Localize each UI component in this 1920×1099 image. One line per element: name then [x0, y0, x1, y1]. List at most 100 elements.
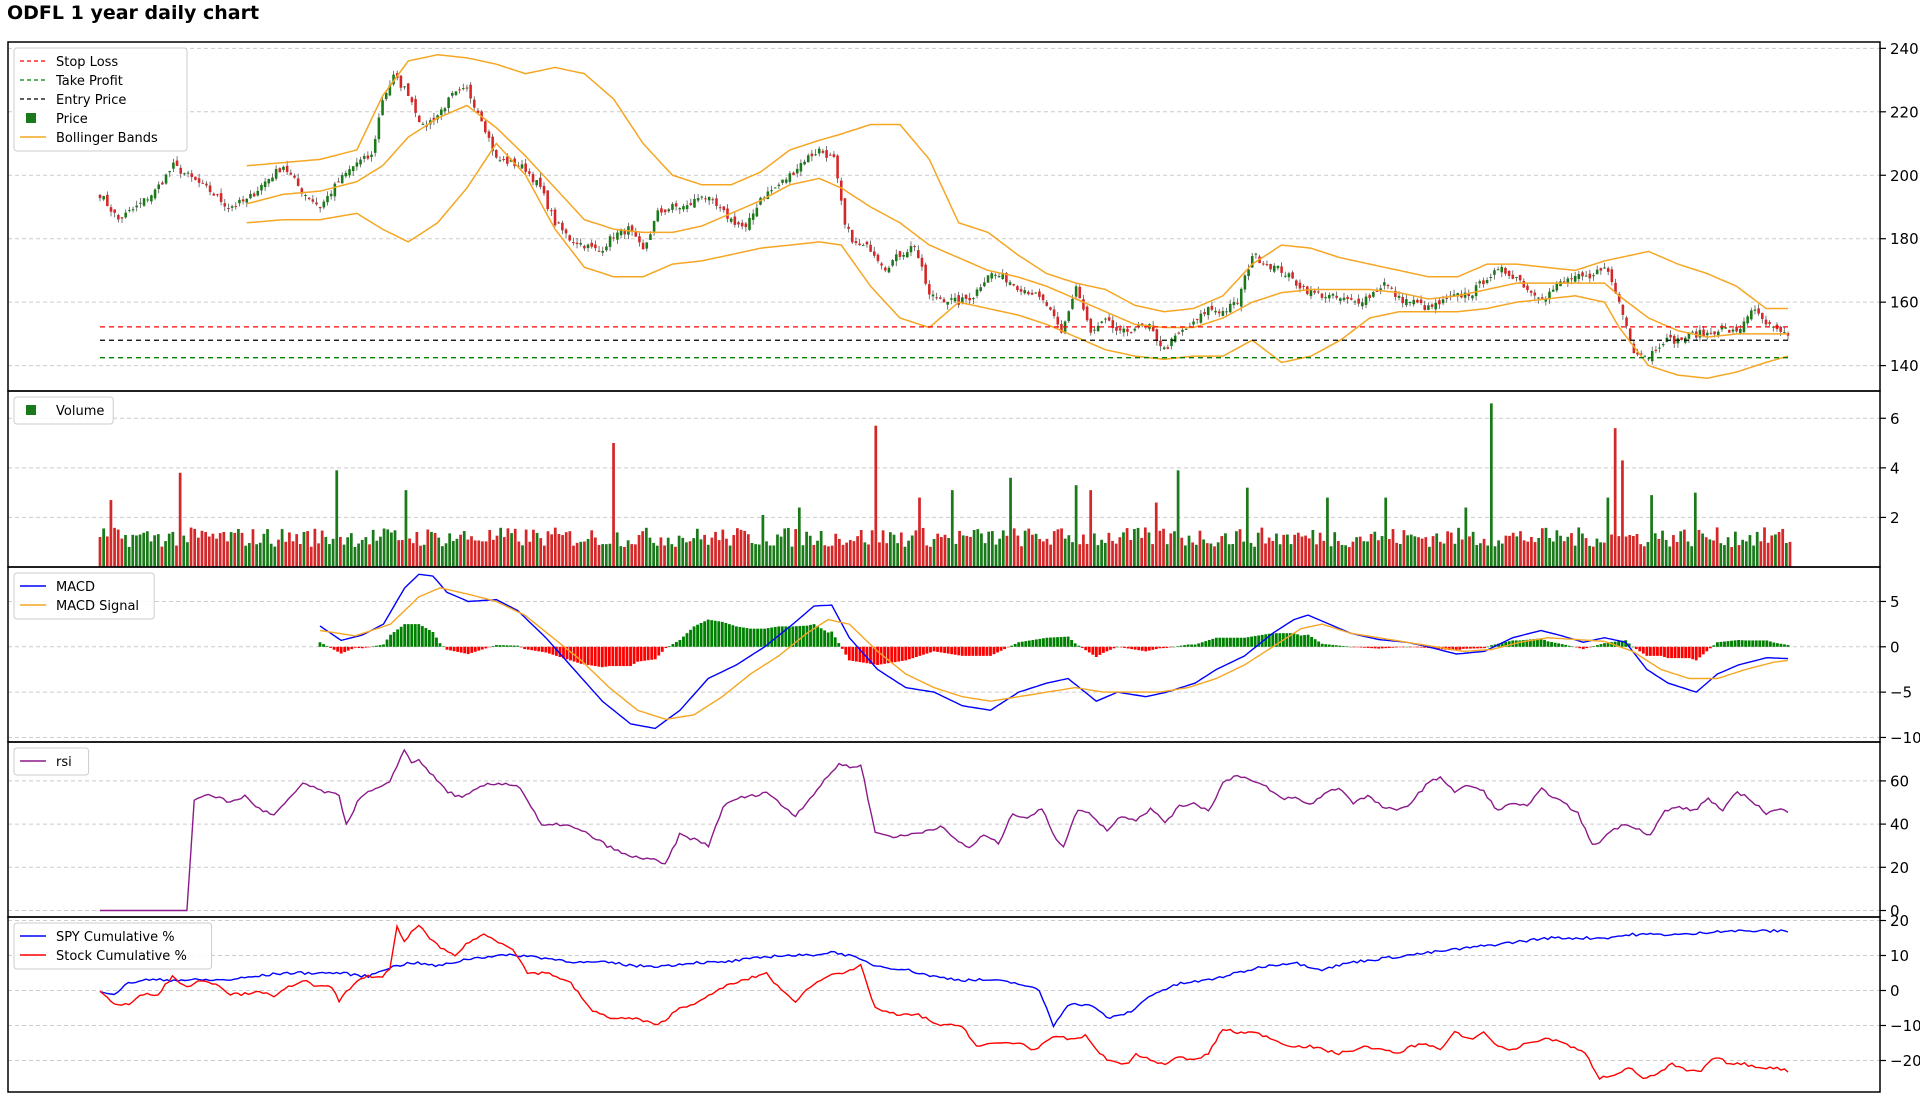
macd-histogram-bar: [1532, 639, 1536, 647]
volume-bar: [204, 532, 207, 567]
macd-histogram-bar: [1617, 641, 1621, 647]
volume-bar: [1362, 541, 1366, 567]
candle-body: [766, 191, 770, 200]
macd-histogram-bar: [978, 646, 982, 656]
candle-body: [509, 159, 513, 162]
volume-bar: [1391, 529, 1395, 567]
macd-histogram-bar: [678, 639, 682, 647]
macd-histogram-bar: [1024, 641, 1028, 647]
volume-bar: [400, 540, 404, 567]
candle-body: [98, 194, 102, 199]
candle-body: [1489, 277, 1493, 279]
candle-body: [1518, 274, 1522, 281]
candle-body: [359, 159, 362, 165]
volume-bar: [787, 527, 790, 567]
macd-histogram-bar: [1010, 645, 1014, 647]
volume-bar: [1675, 542, 1679, 567]
candle-body: [645, 242, 649, 249]
macd-histogram-bar: [1546, 641, 1550, 647]
volume-bar: [1475, 544, 1479, 567]
candle-body: [219, 193, 223, 202]
volume-bar: [222, 531, 226, 567]
volume-bar: [477, 540, 481, 567]
volume-bar: [1227, 544, 1231, 567]
volume-bar: [1548, 537, 1551, 567]
candle-body: [450, 93, 454, 96]
volume-bar: [965, 535, 969, 567]
candle-body: [172, 162, 175, 169]
volume-bar: [583, 541, 586, 567]
candle-body: [1019, 289, 1023, 292]
candle-body: [1339, 298, 1342, 301]
macd-histogram-bar: [1454, 646, 1458, 651]
volume-bar: [335, 470, 339, 567]
macd-histogram-bar: [1285, 633, 1289, 647]
candle-body: [1742, 321, 1746, 333]
panel-frame: [7, 41, 1881, 392]
candle-body: [1416, 299, 1419, 303]
candle-body: [1012, 283, 1016, 286]
candle-body: [161, 182, 164, 185]
volume-bar: [1672, 535, 1675, 567]
volume-bar: [1136, 527, 1140, 567]
candle-body: [1588, 273, 1592, 279]
macd-histogram-bar: [791, 626, 795, 647]
macd-histogram-bar: [1656, 646, 1659, 656]
volume-bar: [1296, 532, 1300, 567]
macd-histogram-bar: [1063, 636, 1066, 647]
volume-bar: [302, 531, 306, 567]
macd-histogram-bar: [1761, 640, 1765, 647]
macd-histogram-bar: [971, 646, 975, 656]
macd-histogram-bar: [1303, 635, 1306, 647]
macd-histogram-bar: [350, 646, 354, 650]
macd-histogram-bar: [1694, 646, 1698, 661]
macd-histogram-bar: [1250, 636, 1254, 647]
volume-bar: [838, 538, 841, 567]
macd-histogram-bar: [1465, 646, 1469, 649]
macd-histogram-bar: [1733, 640, 1737, 647]
volume-bar: [1606, 497, 1610, 567]
candle-body: [1566, 278, 1570, 284]
volume-bar: [1642, 546, 1646, 567]
macd-histogram-bar: [403, 624, 407, 647]
candle-body: [318, 206, 322, 209]
candle-body: [828, 154, 832, 156]
volume-bar: [1497, 540, 1500, 567]
macd-histogram-bar: [392, 632, 396, 647]
candle-body: [586, 244, 590, 249]
volume-bar: [1300, 536, 1304, 567]
macd-histogram-bar: [1663, 646, 1666, 657]
candle-body: [1500, 266, 1504, 273]
candle-body: [876, 254, 880, 261]
volume-bar: [972, 529, 976, 567]
y-tick-label: 200: [1890, 167, 1919, 185]
volume-bar: [1071, 542, 1074, 567]
macd-histogram-bar: [509, 645, 512, 647]
macd-histogram-bar: [946, 646, 950, 654]
candle-body: [1115, 327, 1118, 331]
candle-body: [1397, 295, 1401, 298]
macd-histogram-bar: [1394, 646, 1398, 648]
volume-bar: [1533, 542, 1537, 567]
macd-histogram-bar: [1521, 640, 1525, 647]
candle-body: [619, 229, 623, 236]
macd-histogram-bar: [420, 626, 424, 647]
volume-bar: [1242, 541, 1246, 567]
candle-body: [1753, 309, 1757, 311]
macd-histogram-bar: [925, 646, 929, 654]
volume-bar: [1129, 539, 1133, 567]
candle-body: [1669, 334, 1672, 338]
candle-body: [1100, 321, 1104, 323]
volume-bar: [1052, 531, 1056, 567]
macd-histogram-bar: [1109, 646, 1112, 650]
volume-bar: [1333, 532, 1337, 567]
volume-bar: [433, 532, 437, 567]
volume-bar: [1712, 540, 1715, 567]
y-tick-label: 4: [1890, 459, 1900, 477]
candle-body: [1111, 320, 1115, 329]
macd-histogram-bar: [611, 646, 615, 667]
volume-bar: [1056, 529, 1060, 567]
candle-body: [1317, 291, 1320, 293]
candle-body: [1724, 327, 1727, 329]
volume-bar: [819, 531, 823, 567]
